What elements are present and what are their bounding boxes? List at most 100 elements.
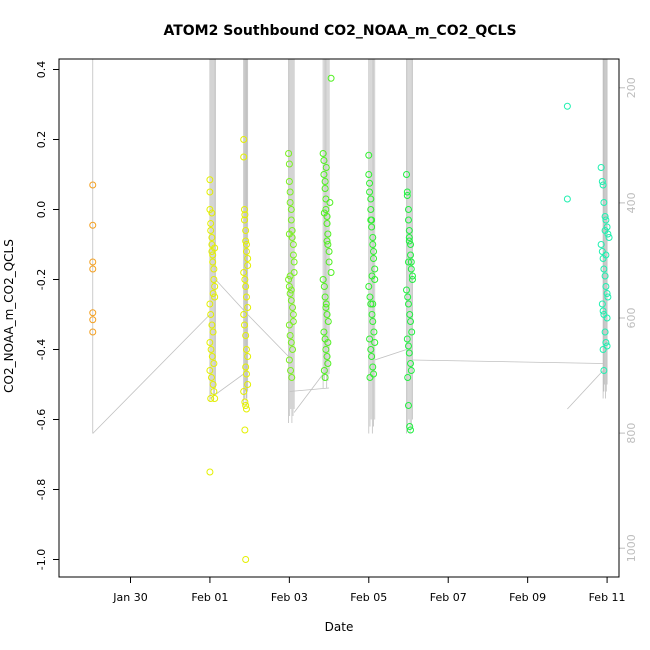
data-point-s6-23	[407, 367, 415, 374]
data-point-s4-33	[320, 209, 328, 217]
data-point-s1-8	[209, 251, 217, 259]
data-point-s7-29	[603, 314, 611, 322]
data-point-s4-8	[323, 220, 331, 227]
data-point-s6-18	[408, 328, 416, 336]
data-point-s0-5	[89, 316, 97, 324]
y-tick-label-7: -1.0	[35, 549, 48, 570]
data-point-s3-16	[287, 297, 295, 304]
data-point-s7-16	[602, 283, 610, 290]
data-point-s0-0	[89, 181, 97, 189]
data-point-s3-22	[289, 346, 297, 353]
x-tick-label-4: Feb 07	[430, 591, 467, 604]
data-point-s1-4	[207, 227, 215, 234]
data-point-s7-22	[601, 328, 609, 336]
data-point-s3-25	[288, 374, 296, 381]
data-point-s1-30	[206, 468, 214, 476]
data-point-s4-31	[322, 304, 330, 311]
data-point-s3-3	[286, 188, 294, 196]
data-point-s0-4	[89, 309, 97, 317]
data-point-s4-2	[320, 171, 328, 178]
data-point-s4-11	[325, 248, 333, 255]
data-point-s5-22	[368, 353, 376, 360]
data-point-s1-14	[206, 300, 214, 308]
data-point-s6-10	[407, 265, 415, 273]
data-point-s7-5	[600, 199, 608, 206]
data-point-s6-9	[407, 258, 415, 266]
data-point-s6-29	[405, 234, 413, 241]
data-point-s2-7	[242, 248, 250, 255]
data-point-s1-15	[207, 311, 215, 318]
data-point-s1-24	[209, 381, 217, 388]
data-point-s3-23	[285, 356, 293, 364]
data-point-s7-7	[602, 216, 610, 224]
data-point-s3-11	[290, 258, 298, 266]
data-point-s6-6	[405, 237, 413, 245]
data-point-s1-21	[210, 360, 218, 367]
data-point-s2-9	[244, 262, 252, 269]
chart-title: ATOM2 Southbound CO2_NOAA_m_CO2_QCLS	[163, 23, 516, 39]
data-point-s0-2	[89, 258, 97, 266]
data-point-s5-4	[367, 195, 375, 203]
data-point-s2-27	[241, 426, 249, 434]
data-point-s7-26	[600, 367, 608, 374]
profile-connector-48	[289, 387, 330, 392]
y2-tick-label-4: 1000	[625, 534, 638, 562]
data-point-s6-3	[405, 206, 413, 213]
data-point-s5-12	[371, 265, 379, 273]
data-point-s4-13	[327, 269, 335, 276]
axes: Jan 30 Feb 01 Feb 03 Feb 05 Feb 07 Feb 09 Feb …	[35, 61, 638, 604]
data-point-s5-10	[370, 248, 378, 255]
data-point-s2-23	[240, 388, 248, 395]
data-point-s1-5	[208, 234, 216, 241]
data-point-s4-9	[324, 230, 332, 238]
data-point-s4-24	[324, 360, 332, 367]
data-point-s1-17	[209, 328, 217, 336]
data-point-s6-14	[404, 293, 412, 301]
data-point-s4-32	[324, 339, 332, 346]
data-point-s3-10	[289, 251, 297, 259]
data-point-s2-18	[242, 346, 250, 353]
data-point-s7-2	[597, 164, 605, 171]
data-point-s1-25	[210, 388, 218, 395]
data-point-s3-29	[289, 318, 297, 325]
data-point-s6-24	[404, 374, 412, 381]
data-point-s5-7	[368, 223, 376, 231]
data-point-s6-1	[403, 188, 411, 196]
data-point-s2-1	[240, 153, 248, 161]
data-point-s3-4	[286, 199, 294, 206]
data-point-s2-5	[242, 237, 250, 245]
data-point-s5-2	[366, 179, 374, 187]
data-point-s6-0	[403, 171, 411, 178]
y-tick-label-4: -0.4	[35, 339, 48, 360]
data-point-s2-11	[241, 276, 249, 283]
data-point-s5-21	[367, 346, 375, 353]
data-point-s7-4	[599, 181, 607, 189]
data-point-s1-2	[206, 206, 214, 213]
data-point-s7-12	[598, 248, 606, 255]
data-point-s7-25	[599, 346, 607, 353]
data-point-s5-16	[367, 300, 375, 308]
data-point-s4-25	[320, 367, 328, 374]
y-tick-label-0: 0.4	[35, 61, 48, 79]
data-point-s2-8	[244, 255, 252, 262]
data-point-s7-10	[605, 234, 613, 241]
x-tick-label-5: Feb 09	[509, 591, 546, 604]
data-point-s6-22	[406, 360, 414, 367]
data-point-s6-4	[405, 216, 413, 224]
data-point-s6-20	[405, 342, 413, 350]
data-point-s5-15	[366, 293, 374, 301]
data-point-s3-14	[285, 283, 293, 290]
data-point-s4-28	[323, 237, 331, 245]
data-point-s2-26	[242, 405, 250, 413]
data-point-s4-27	[322, 164, 330, 171]
data-point-s7-1	[563, 195, 571, 203]
x-tick-label-6: Feb 11	[589, 591, 626, 604]
data-point-s1-27	[207, 395, 215, 402]
data-point-s2-3	[240, 216, 248, 224]
data-point-s6-25	[405, 402, 413, 409]
data-point-s5-1	[365, 171, 373, 178]
data-point-s4-4	[321, 185, 329, 192]
data-point-s3-24	[287, 367, 295, 374]
data-point-s7-20	[599, 307, 607, 315]
data-point-s2-6	[242, 241, 250, 248]
